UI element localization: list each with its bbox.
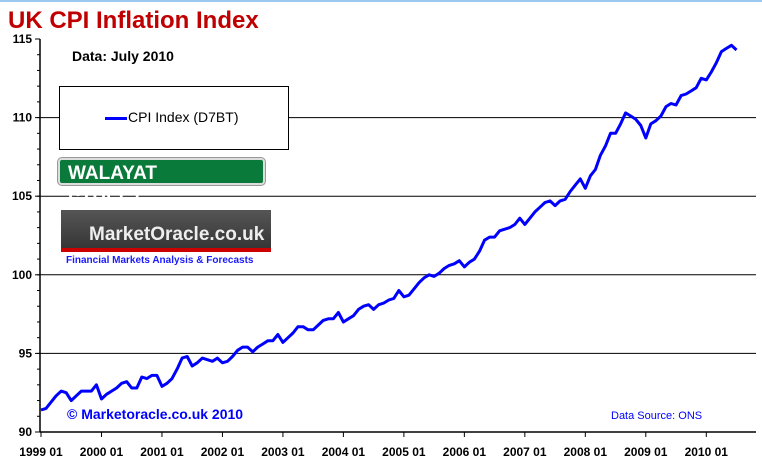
y-tick-label: 90 bbox=[19, 425, 33, 439]
x-tick-label: 2005 01 bbox=[382, 445, 426, 459]
x-tick-label: 1999 01 bbox=[19, 445, 63, 459]
legend-label: CPI Index (D7BT) bbox=[128, 109, 239, 125]
x-tick-label: 2006 01 bbox=[443, 445, 487, 459]
marketoracle-tagline: Financial Markets Analysis & Forecasts bbox=[66, 255, 254, 266]
marketoracle-logo: MarketOracle.co.uk bbox=[61, 210, 271, 252]
x-tick-label: 2008 01 bbox=[564, 445, 608, 459]
x-tick-label: 2010 01 bbox=[685, 445, 729, 459]
y-tick-label: 115 bbox=[13, 32, 33, 46]
y-tick-label: 95 bbox=[19, 346, 33, 360]
x-tick-label: 2009 01 bbox=[624, 445, 668, 459]
x-tick-label: 2003 01 bbox=[261, 445, 305, 459]
x-tick-label: 2007 01 bbox=[503, 445, 547, 459]
legend-swatch bbox=[105, 117, 127, 120]
cpi-series-line bbox=[40, 43, 738, 412]
data-source: Data Source: ONS bbox=[611, 410, 703, 422]
x-tick-label: 2004 01 bbox=[322, 445, 366, 459]
y-tick-label: 105 bbox=[12, 189, 32, 203]
copyright-note: © Marketoracle.co.uk 2010 bbox=[67, 406, 244, 422]
x-tick-label: 2002 01 bbox=[201, 445, 245, 459]
y-tick-label: 100 bbox=[12, 268, 32, 282]
x-tick-label: 2001 01 bbox=[140, 445, 184, 459]
data-date-note: Data: July 2010 bbox=[72, 48, 174, 64]
walayat-street-logo: WALAYAT STREET .COM bbox=[58, 158, 265, 211]
legend: CPI Index (D7BT) bbox=[59, 86, 289, 150]
y-tick-label: 110 bbox=[13, 111, 33, 125]
x-tick-label: 2000 01 bbox=[80, 445, 124, 459]
chart-title: UK CPI Inflation Index bbox=[8, 7, 259, 34]
